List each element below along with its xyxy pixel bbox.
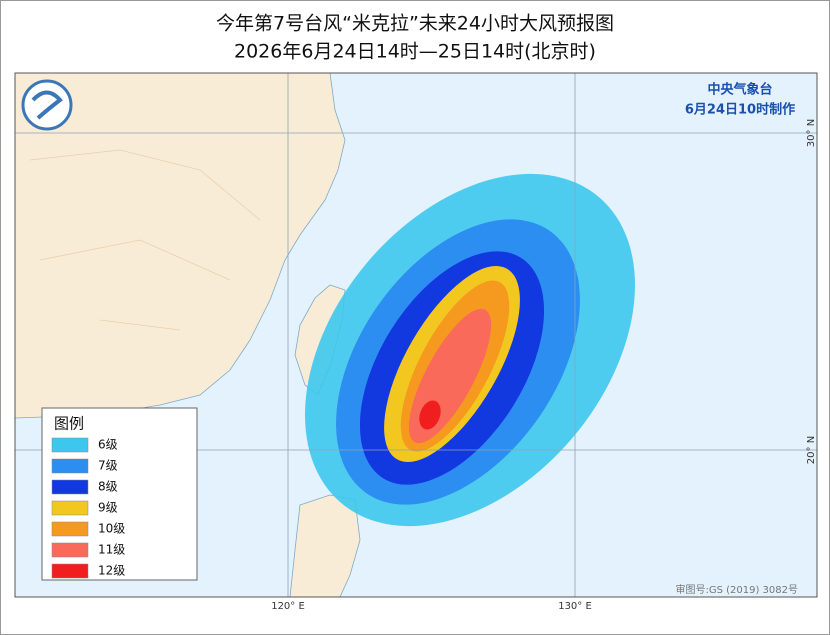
map-approval-number: 审图号:GS (2019) 3082号: [675, 583, 798, 596]
logo: [21, 79, 73, 131]
map-frame: [14, 72, 818, 598]
issuer-name: 中央气象台: [707, 82, 772, 98]
legend-swatch: [51, 479, 89, 495]
legend-swatch: [51, 542, 89, 558]
legend-label: 11级: [98, 543, 125, 557]
legend-swatch: [51, 437, 89, 453]
legend-label: 8级: [98, 480, 118, 494]
wind-zones: [305, 173, 635, 527]
province-borders: [29, 149, 261, 331]
map-title: 今年第7号台风“米克拉”未来24小时大风预报图: [216, 13, 614, 35]
legend-label: 9级: [98, 501, 118, 515]
legend: 图例 6级 7级 8级 9级 10级 11级 12级: [41, 407, 198, 581]
legend-label: 6级: [98, 438, 118, 452]
latitude-label: 30° N: [806, 119, 817, 147]
legend-swatch: [51, 500, 89, 516]
legend-swatch: [51, 521, 89, 537]
legend-label: 12级: [98, 564, 125, 578]
latitude-label: 20° N: [806, 436, 817, 464]
issue-time: 6月24日10时制作: [685, 102, 795, 118]
legend-swatch: [51, 458, 89, 474]
wind-zone: [419, 400, 441, 430]
legend-swatch: [51, 563, 89, 579]
map-subtitle: 2026年6月24日14时—25日14时(北京时): [234, 41, 596, 63]
logo-mark: [31, 90, 63, 120]
legend-title: 图例: [54, 415, 84, 433]
legend-label: 7级: [98, 459, 118, 473]
legend-label: 10级: [98, 522, 125, 536]
longitude-label: 130° E: [558, 601, 592, 612]
longitude-label: 120° E: [271, 601, 305, 612]
